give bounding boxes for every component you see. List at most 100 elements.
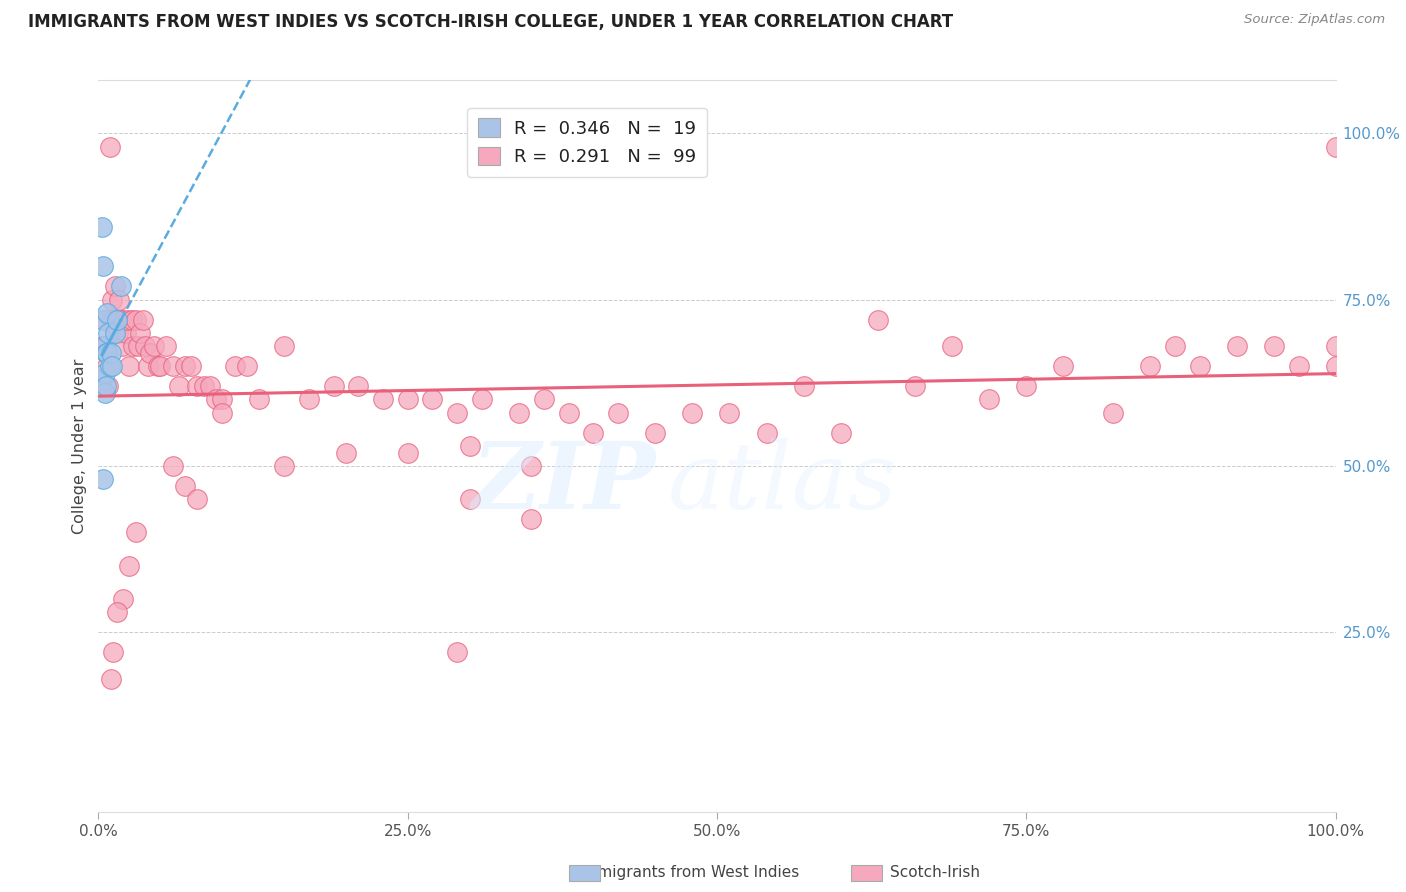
Point	[1324, 359, 1347, 374]
Point	[118, 558, 141, 573]
Text: IMMIGRANTS FROM WEST INDIES VS SCOTCH-IRISH COLLEGE, UNDER 1 YEAR CORRELATION CH: IMMIGRANTS FROM WEST INDIES VS SCOTCH-IR…	[28, 13, 953, 31]
Point	[149, 359, 172, 374]
Point	[273, 339, 295, 353]
Point	[98, 359, 121, 374]
Point	[446, 406, 468, 420]
Point	[335, 445, 357, 459]
Point	[103, 326, 125, 340]
Point	[236, 359, 259, 374]
Point	[93, 366, 115, 380]
Point	[273, 458, 295, 473]
Point	[96, 346, 118, 360]
Point	[347, 379, 370, 393]
Point	[396, 392, 419, 407]
Point	[458, 439, 481, 453]
Point	[93, 339, 115, 353]
Point	[1324, 140, 1347, 154]
Point	[139, 346, 162, 360]
Point	[93, 312, 115, 326]
Point	[247, 392, 270, 407]
Point	[582, 425, 605, 440]
Point	[830, 425, 852, 440]
Point	[205, 392, 228, 407]
Point	[557, 406, 579, 420]
Point	[520, 512, 543, 526]
Text: Scotch-Irish: Scotch-Irish	[890, 865, 980, 880]
Point	[471, 392, 494, 407]
Point	[112, 591, 135, 606]
Point	[97, 326, 120, 340]
Point	[94, 346, 117, 360]
Point	[114, 326, 136, 340]
Point	[100, 346, 122, 360]
Point	[396, 445, 419, 459]
Point	[94, 379, 117, 393]
Point	[101, 293, 124, 307]
Point	[211, 392, 233, 407]
Point	[155, 339, 177, 353]
Point	[101, 359, 124, 374]
Point	[186, 492, 208, 507]
Point	[134, 339, 156, 353]
Point	[186, 379, 208, 393]
Point	[162, 359, 184, 374]
Point	[180, 359, 202, 374]
Point	[1263, 339, 1285, 353]
Point	[136, 359, 159, 374]
Point	[93, 312, 115, 326]
Point	[1015, 379, 1038, 393]
Point	[110, 279, 132, 293]
Point	[167, 379, 190, 393]
Point	[146, 359, 169, 374]
Point	[94, 339, 117, 353]
Point	[174, 359, 197, 374]
Point	[122, 339, 145, 353]
Point	[211, 406, 233, 420]
Point	[508, 406, 530, 420]
Point	[117, 312, 139, 326]
Point	[124, 525, 146, 540]
Y-axis label: College, Under 1 year: College, Under 1 year	[72, 359, 87, 533]
Point	[866, 312, 889, 326]
Point	[224, 359, 246, 374]
Point	[458, 492, 481, 507]
Point	[520, 458, 543, 473]
Point	[979, 392, 1001, 407]
Point	[105, 312, 128, 326]
Point	[1226, 339, 1249, 353]
Point	[107, 326, 129, 340]
Legend: R =  0.346   N =  19, R =  0.291   N =  99: R = 0.346 N = 19, R = 0.291 N = 99	[467, 108, 707, 177]
Point	[129, 326, 152, 340]
Point	[322, 379, 344, 393]
Point	[371, 392, 394, 407]
Point	[755, 425, 778, 440]
Point	[108, 293, 131, 307]
Point	[100, 312, 122, 326]
Point	[446, 645, 468, 659]
Point	[127, 339, 149, 353]
Point	[105, 312, 128, 326]
Point	[96, 359, 118, 374]
Point	[103, 312, 125, 326]
Point	[100, 672, 122, 686]
Point	[143, 339, 166, 353]
Point	[1139, 359, 1161, 374]
Point	[1164, 339, 1187, 353]
Point	[941, 339, 963, 353]
Point	[103, 326, 125, 340]
Point	[91, 372, 114, 386]
Point	[91, 219, 114, 234]
Point	[111, 339, 134, 353]
Point	[103, 279, 125, 293]
Point	[193, 379, 215, 393]
Point	[93, 472, 115, 486]
Point	[110, 312, 132, 326]
Point	[124, 312, 146, 326]
Point	[1288, 359, 1310, 374]
Point	[98, 140, 121, 154]
Text: Immigrants from West Indies: Immigrants from West Indies	[578, 865, 800, 880]
Point	[681, 406, 703, 420]
Point	[718, 406, 741, 420]
Point	[904, 379, 927, 393]
Point	[91, 339, 114, 353]
